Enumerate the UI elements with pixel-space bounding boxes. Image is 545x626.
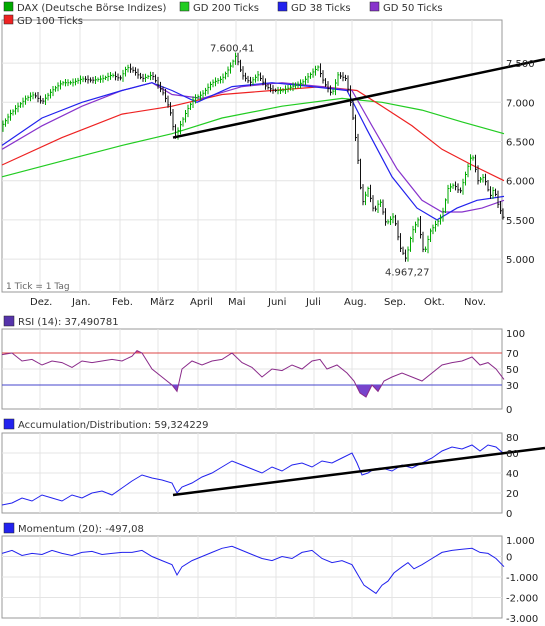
legend: DAX (Deutsche Börse Indizes) GD 200 Ticks… bbox=[3, 1, 443, 27]
momentum-panel: Momentum (20): -497,08 1.000 0 -1.000 -2.00… bbox=[1, 522, 538, 625]
price-y-tick-label: 7.500 bbox=[506, 59, 535, 70]
rsi-series bbox=[1, 349, 505, 398]
legend-swatch bbox=[3, 14, 14, 25]
price-y-tick-label: 6.000 bbox=[506, 177, 535, 188]
momentum-y-tick-label: -2.000 bbox=[506, 594, 538, 605]
rsi-y-tick-label: 30 bbox=[506, 381, 519, 392]
momentum-title: Momentum (20): -497,08 bbox=[18, 524, 144, 535]
tick-note: 1 Tick = 1 Tag bbox=[6, 282, 70, 292]
rsi-y-tick-label: 100 bbox=[506, 329, 525, 340]
rsi-grid bbox=[2, 329, 502, 409]
ad-panel: Accumulation/Distribution: 59,324229 80 6… bbox=[1, 418, 545, 520]
ad-trendline-line bbox=[172, 446, 545, 497]
x-month-label: Juni bbox=[267, 297, 286, 308]
price-y-tick-label: 7.000 bbox=[506, 98, 535, 109]
price-y-tick-label: 5.500 bbox=[506, 216, 535, 227]
x-month-label: Jan. bbox=[71, 297, 91, 308]
ad-y-tick-label: 60 bbox=[506, 449, 519, 460]
x-month-label: Aug. bbox=[344, 297, 367, 308]
momentum-line bbox=[1, 545, 505, 595]
momentum-y-tick-label: -3.000 bbox=[506, 614, 538, 625]
momentum-y-tick-label: -1.000 bbox=[506, 573, 538, 584]
rsi-y-ticks: 100 70 50 30 0 bbox=[506, 329, 525, 416]
x-month-label: Feb. bbox=[112, 297, 133, 308]
price-y-tick-label: 6.500 bbox=[506, 137, 535, 148]
price-frame bbox=[1, 19, 503, 293]
price-annotation-label: 4.967,27 bbox=[385, 268, 430, 279]
legend-swatch bbox=[277, 1, 288, 12]
rsi-y-tick-label: 70 bbox=[506, 349, 519, 360]
price-annotation-label: 7.600,41 bbox=[210, 43, 255, 54]
ad-legend-swatch bbox=[3, 418, 15, 430]
x-month-label: Nov. bbox=[464, 297, 486, 308]
ad-grid bbox=[2, 433, 502, 513]
momentum-grid bbox=[2, 536, 502, 618]
x-month-label: April bbox=[190, 297, 213, 308]
ad-y-ticks: 80 60 40 20 0 bbox=[506, 433, 519, 520]
legend-swatch bbox=[179, 1, 190, 12]
legend-swatch bbox=[3, 1, 14, 12]
x-axis-month-labels: Dez. Jan. Feb. März April Mai Juni Juli Aug. Sep.… bbox=[30, 297, 486, 308]
legend-label: DAX (Deutsche Börse Indizes) bbox=[17, 3, 166, 14]
legend-swatch bbox=[369, 1, 380, 12]
x-month-label: Dez. bbox=[30, 297, 52, 308]
rsi-legend-swatch bbox=[3, 315, 15, 327]
ad-y-tick-label: 40 bbox=[506, 469, 519, 480]
legend-label: GD 50 Ticks bbox=[383, 3, 443, 14]
momentum-series bbox=[1, 545, 505, 595]
price-panel: 7.500 7.000 6.500 6.000 5.500 5.000 7.600,41 4… bbox=[1, 19, 545, 308]
rsi-y-tick-label: 0 bbox=[506, 405, 512, 416]
legend-label: GD 38 Ticks bbox=[291, 3, 351, 14]
price-grid bbox=[2, 20, 502, 292]
ad-title: Accumulation/Distribution: 59,324229 bbox=[18, 420, 208, 431]
ad-y-tick-label: 20 bbox=[506, 489, 519, 500]
ad-y-tick-label: 0 bbox=[506, 509, 512, 520]
x-month-label: Sep. bbox=[384, 297, 406, 308]
price-ma-line bbox=[1, 97, 505, 178]
rsi-y-tick-label: 50 bbox=[506, 365, 519, 376]
x-month-label: Okt. bbox=[424, 297, 445, 308]
legend-label: GD 200 Ticks bbox=[193, 3, 259, 14]
x-month-label: Juli bbox=[305, 297, 321, 308]
price-trendline bbox=[172, 57, 545, 139]
rsi-panel: RSI (14): 37,490781 100 70 50 30 0 bbox=[1, 315, 525, 416]
price-ohlc-series bbox=[2, 52, 505, 262]
momentum-legend-swatch bbox=[3, 522, 15, 534]
x-month-label: März bbox=[150, 297, 174, 308]
rsi-title: RSI (14): 37,490781 bbox=[18, 317, 119, 328]
price-y-ticks: 7.500 7.000 6.500 6.000 5.500 5.000 bbox=[506, 59, 535, 266]
momentum-y-ticks: 1.000 0 -1.000 -2.000 -3.000 bbox=[506, 536, 538, 625]
ad-y-tick-label: 80 bbox=[506, 433, 519, 444]
momentum-y-tick-label: 0 bbox=[506, 553, 512, 564]
price-annotations: 7.600,41 4.967,27 bbox=[210, 43, 430, 278]
legend-label: GD 100 Ticks bbox=[17, 16, 83, 27]
rsi-line bbox=[1, 349, 505, 398]
momentum-y-tick-label: 1.000 bbox=[506, 536, 535, 547]
x-month-label: Mai bbox=[228, 297, 246, 308]
price-y-tick-label: 5.000 bbox=[506, 255, 535, 266]
price-trendline-line bbox=[172, 57, 545, 139]
ad-trendline bbox=[172, 446, 545, 497]
